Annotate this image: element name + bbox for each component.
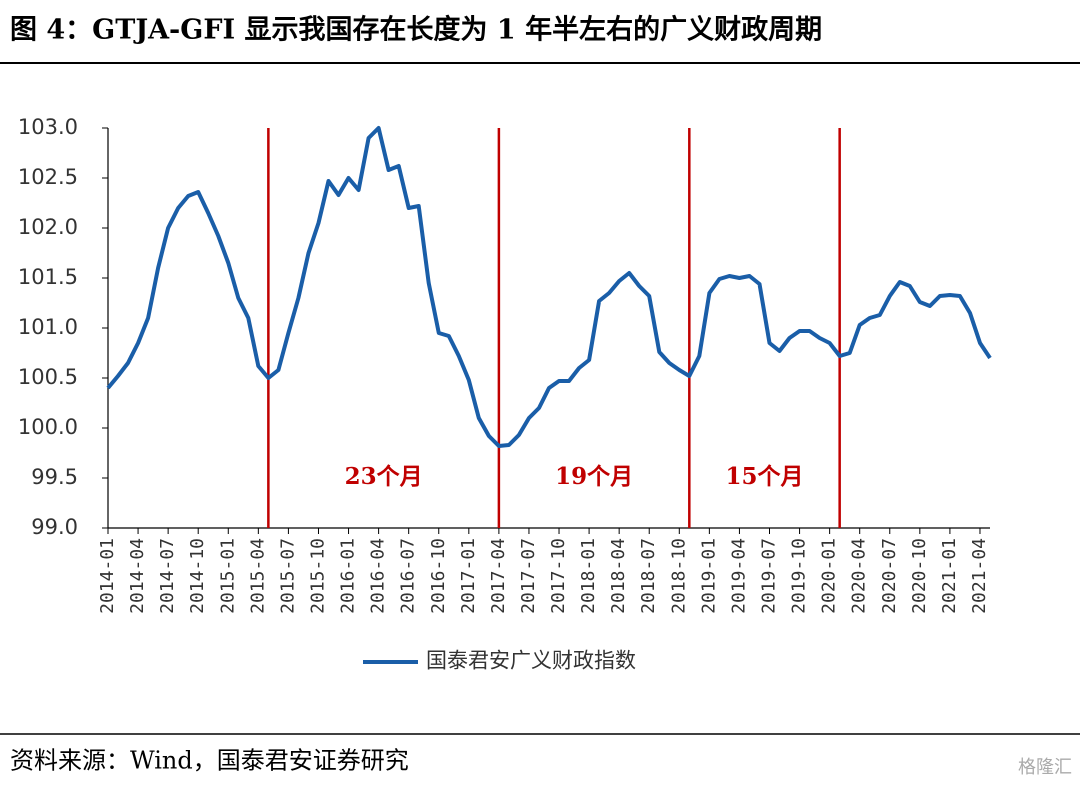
- x-tick-label: 2020-10: [909, 538, 930, 614]
- x-tick-label: 2020-01: [819, 538, 840, 614]
- x-tick-label: 2018-04: [608, 538, 629, 614]
- legend-label: 国泰君安广义财政指数: [426, 649, 636, 673]
- y-tick-label: 99.5: [31, 465, 78, 489]
- x-tick-label: 2019-10: [789, 538, 810, 614]
- x-tick-label: 2016-01: [338, 538, 359, 614]
- line-series: [106, 126, 992, 448]
- y-tick-label: 102.5: [18, 165, 78, 189]
- x-tick-label: 2017-10: [548, 538, 569, 614]
- x-tick-label: 2014-04: [127, 538, 148, 614]
- x-tick-label: 2016-10: [428, 538, 449, 614]
- x-tick-label: 2020-04: [849, 538, 870, 614]
- x-tick-label: 2017-07: [518, 538, 539, 614]
- y-tick-label: 101.0: [18, 315, 78, 339]
- y-tick-label: 102.0: [18, 215, 78, 239]
- x-tick-label: 2016-04: [368, 538, 389, 614]
- x-tick-label: 2021-01: [939, 538, 960, 614]
- x-tick-label: 2019-04: [728, 538, 749, 614]
- x-tick-label: 2016-07: [398, 538, 419, 614]
- x-tick-label: 2019-07: [759, 538, 780, 614]
- x-tick-label: 2018-10: [668, 538, 689, 614]
- y-tick-label: 101.5: [18, 265, 78, 289]
- chart-title: 图 4：GTJA-GFI 显示我国存在长度为 1 年半左右的广义财政周期: [10, 14, 822, 46]
- x-tick-label: 2014-07: [157, 538, 178, 614]
- watermark: 格隆汇: [1018, 757, 1072, 778]
- x-tick-label: 2017-04: [488, 538, 509, 614]
- x-tick-label: 2017-01: [458, 538, 479, 614]
- x-tick-label: 2018-07: [638, 538, 659, 614]
- cycle-label: 19个月: [555, 463, 633, 490]
- x-tick-label: 2019-01: [698, 538, 719, 614]
- x-tick-label: 2014-01: [97, 538, 118, 614]
- y-tick-label: 99.0: [31, 515, 78, 539]
- x-tick-label: 2021-04: [969, 538, 990, 614]
- cycle-label: 15个月: [725, 463, 803, 490]
- cycle-label: 23个月: [345, 463, 423, 490]
- x-tick-label: 2018-01: [578, 538, 599, 614]
- y-tick-label: 100.0: [18, 415, 78, 439]
- x-tick-label: 2015-07: [277, 538, 298, 614]
- y-tick-label: 103.0: [18, 115, 78, 139]
- source: 资料来源：Wind，国泰君安证券研究: [10, 747, 409, 775]
- x-tick-label: 2014-10: [187, 538, 208, 614]
- x-tick-label: 2020-07: [879, 538, 900, 614]
- x-tick-label: 2015-10: [307, 538, 328, 614]
- x-tick-label: 2015-04: [247, 538, 268, 614]
- x-tick-label: 2015-01: [217, 538, 238, 614]
- y-tick-label: 100.5: [18, 365, 78, 389]
